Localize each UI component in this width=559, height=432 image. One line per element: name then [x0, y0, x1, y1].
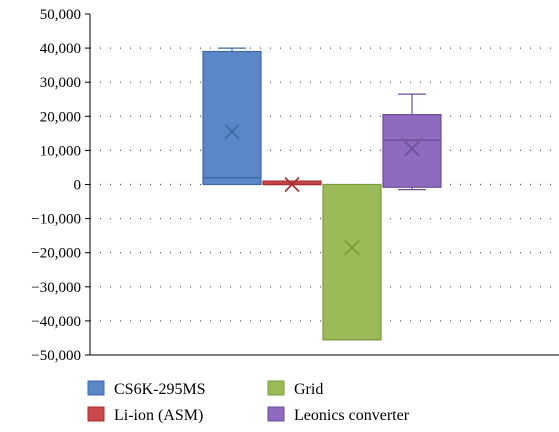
- y-tick-label: 20,000: [40, 109, 81, 125]
- y-tick-label: −50,000: [31, 348, 81, 364]
- box-body: [382, 113, 442, 188]
- legend-label: Leonics converter: [294, 407, 410, 424]
- box-leonics-converter: [382, 93, 442, 191]
- legend-item: Leonics converter: [267, 406, 410, 424]
- legend: CS6K-295MS Grid Li-ion (ASM) Leonics conver…: [87, 380, 410, 424]
- legend-item: Grid: [267, 380, 323, 398]
- mean-marker: [224, 124, 240, 140]
- box-grid: [322, 183, 382, 341]
- box-body: [322, 183, 382, 341]
- y-tick-label: 40,000: [40, 41, 81, 57]
- mean-marker: [404, 141, 420, 157]
- legend-item: CS6K-295MS: [87, 380, 206, 398]
- y-tick-label: 50,000: [40, 7, 81, 23]
- y-tick-label: −20,000: [31, 246, 81, 262]
- legend-label: Li-ion (ASM): [114, 407, 203, 424]
- legend-item: Li-ion (ASM): [87, 406, 203, 424]
- legend-swatch: [267, 380, 285, 396]
- legend-label: Grid: [294, 381, 323, 398]
- y-tick-label: −30,000: [31, 280, 81, 296]
- y-tick-labels: 50,000 40,000 30,000 20,000 10,000 0 −10,000 −2…: [31, 7, 90, 364]
- box-li-ion-asm: [262, 176, 322, 193]
- y-tick-label: −40,000: [31, 314, 81, 330]
- y-tick-label: 30,000: [40, 75, 81, 91]
- box-cs6k-295ms: [202, 47, 262, 186]
- legend-swatch: [267, 406, 285, 422]
- gridlines: [90, 47, 559, 322]
- boxes: [202, 47, 442, 341]
- box-body: [202, 50, 262, 186]
- legend-label: CS6K-295MS: [114, 381, 206, 398]
- mean-marker: [344, 240, 360, 256]
- mean-marker: [284, 176, 300, 193]
- y-tick-label: 0: [74, 178, 82, 194]
- legend-swatch: [87, 380, 105, 396]
- y-tick-label: −10,000: [31, 212, 81, 228]
- legend-swatch: [87, 406, 105, 422]
- y-tick-label: 10,000: [40, 143, 81, 159]
